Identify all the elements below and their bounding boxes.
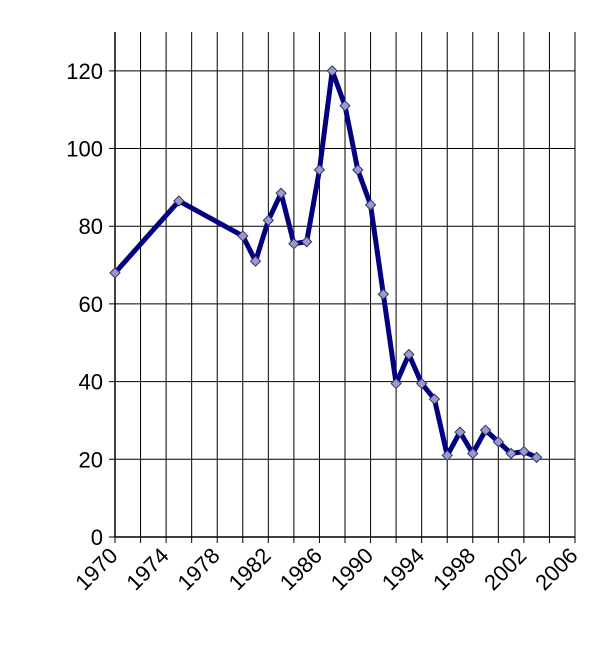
marker [390, 377, 402, 390]
x-tick-label: 1982 [224, 543, 276, 595]
marker [377, 288, 390, 300]
x-tick-label: 2002 [479, 543, 531, 595]
x-tick-label: 1998 [428, 543, 480, 595]
marker [109, 267, 121, 279]
y-tick-label: 80 [79, 214, 103, 239]
marker [313, 164, 326, 176]
marker [275, 187, 287, 199]
y-tick-label: 0 [91, 525, 103, 550]
marker [326, 65, 338, 77]
marker [249, 255, 262, 267]
series-line [113, 68, 538, 460]
marker [441, 449, 453, 462]
marker [428, 393, 441, 405]
marker [237, 230, 249, 242]
marker [479, 424, 492, 436]
marker [300, 236, 313, 248]
y-tick-label: 20 [79, 447, 103, 472]
marker [505, 447, 517, 460]
x-tick-label: 1986 [275, 543, 327, 595]
y-tick-label: 100 [66, 137, 103, 162]
marker [352, 164, 364, 176]
marker [454, 426, 466, 438]
y-tick-label: 120 [66, 59, 103, 84]
y-tick-label: 40 [79, 370, 103, 395]
marker [339, 100, 351, 112]
x-tick-label: 1970 [70, 543, 122, 595]
marker [364, 199, 377, 211]
marker [530, 451, 543, 464]
marker [415, 377, 428, 390]
marker [467, 447, 479, 460]
marker [492, 436, 505, 448]
x-tick-label: 1978 [172, 543, 224, 595]
marker [262, 214, 275, 227]
x-tick-label: 1994 [377, 543, 429, 595]
marker [288, 238, 300, 250]
marker [173, 195, 185, 207]
x-tick-label: 1974 [121, 543, 173, 595]
x-tick-label: 1990 [326, 543, 378, 595]
x-tick-label: 2006 [530, 543, 582, 595]
y-tick-label: 60 [79, 292, 103, 317]
marker [518, 445, 530, 458]
marker [403, 348, 415, 361]
